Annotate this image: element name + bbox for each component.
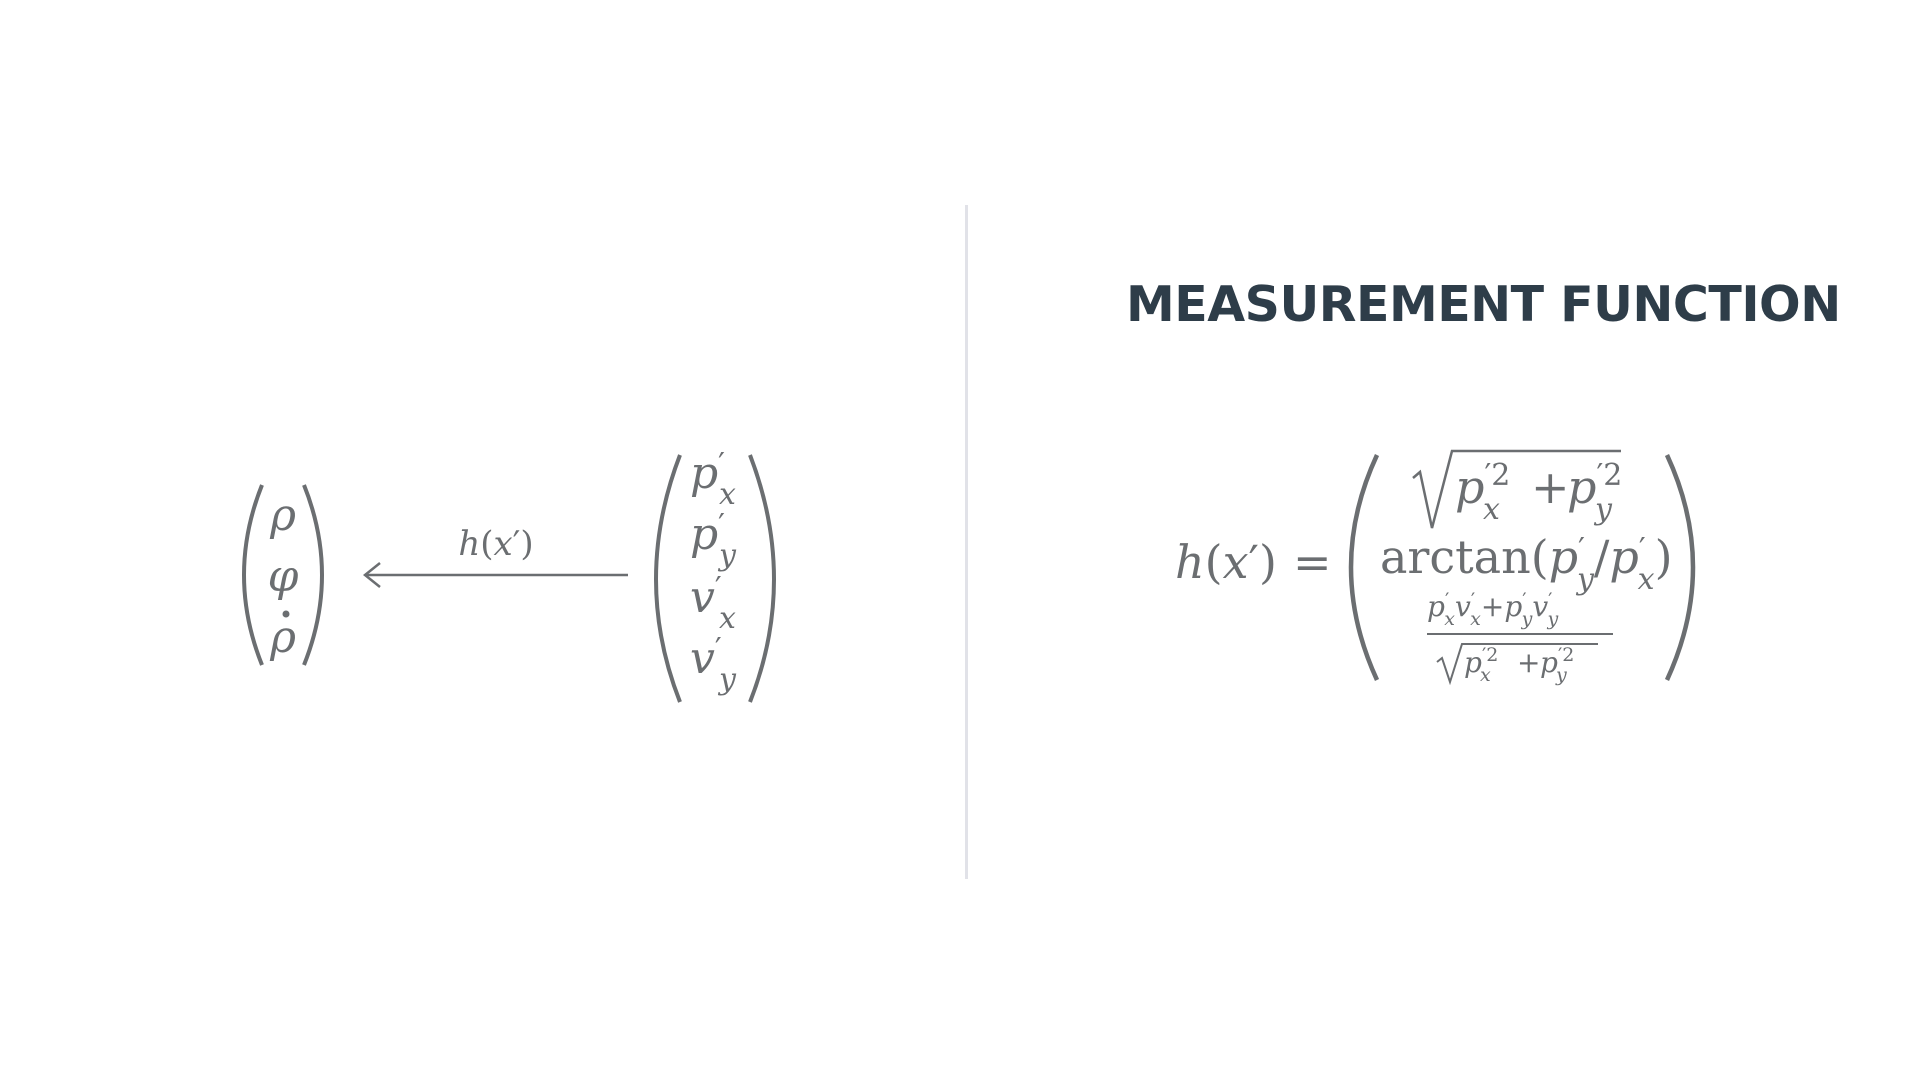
equation-lhs: h(x′) = [1175,535,1332,589]
state-vector: p′ x p′ y v′ x v′ y [654,447,776,703]
left-paren [242,484,264,666]
sqrt-radical-icon [1436,643,1598,686]
right-paren [302,484,324,666]
bearing-expression: arctan(p′ y/p′ x) [1380,530,1673,597]
rate-denominator: p′2 x +p′2 y [1464,644,1574,686]
measurement-arrow: h(x′) [362,524,628,588]
polar-vector: ρ φ ρ [242,484,324,666]
rho-symbol: ρ [269,490,296,541]
arrow-head-icon [362,562,381,588]
range-expression: p′2 x +p′2 y [1455,458,1622,527]
measurement-equation: h(x′) = p′2 x +p′2 y arctan(p′ y/p′ x) p′ xv′ x+… [1175,449,1696,686]
arrow-label: h(x′) [458,524,533,564]
left-paren [654,454,682,703]
phi-symbol: φ [268,551,299,602]
big-left-paren [1348,454,1380,681]
rho-dot-mark [282,610,290,618]
px-prime: p′ x [690,447,736,512]
big-right-paren [1664,454,1696,681]
slide-title: MEASUREMENT FUNCTION [1126,276,1841,333]
vertical-divider [965,205,968,879]
sqrt-radical-icon [1412,449,1621,529]
rate-numerator: p′ xv′ x+p′ yv′ y [1427,589,1558,630]
vy-prime: v′ y [690,632,737,697]
py-prime: p′ y [690,508,737,573]
right-paren [748,454,776,703]
vx-prime: v′ x [690,571,736,636]
rho-dot-symbol: ρ [269,612,296,663]
